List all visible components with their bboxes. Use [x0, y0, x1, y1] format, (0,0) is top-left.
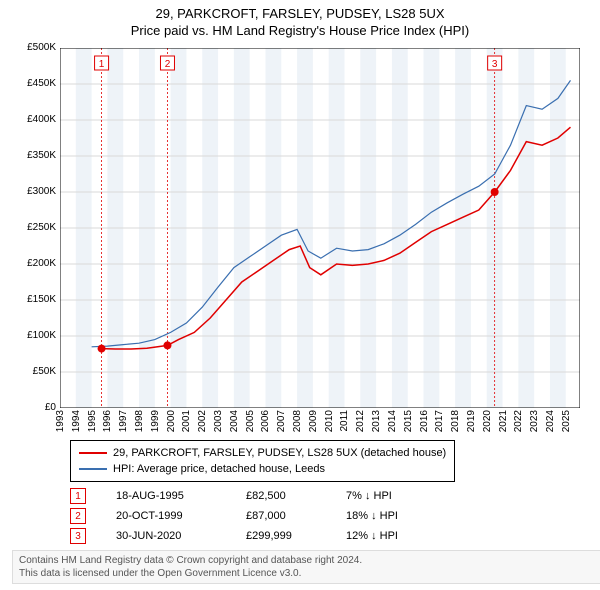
- x-tick-label: 2016: [419, 410, 430, 432]
- x-tick-label: 1995: [87, 410, 98, 432]
- y-tick-label: £450K: [12, 78, 56, 89]
- x-tick-label: 2023: [529, 410, 540, 432]
- legend-label: 29, PARKCROFT, FARSLEY, PUDSEY, LS28 5UX…: [113, 445, 446, 461]
- x-tick-label: 2003: [213, 410, 224, 432]
- x-tick-label: 1999: [150, 410, 161, 432]
- x-tick-label: 1993: [55, 410, 66, 432]
- x-tick-label: 2009: [308, 410, 319, 432]
- x-tick-label: 2013: [371, 410, 382, 432]
- x-tick-label: 1997: [118, 410, 129, 432]
- marker-hpi: 7% ↓ HPI: [346, 490, 466, 502]
- y-tick-label: £150K: [12, 294, 56, 305]
- x-tick-label: 2002: [197, 410, 208, 432]
- marker-row: 2 20-OCT-1999£87,00018% ↓ HPI: [70, 506, 466, 526]
- x-tick-label: 2025: [561, 410, 572, 432]
- footer-line2: This data is licensed under the Open Gov…: [19, 567, 595, 580]
- x-tick-label: 2017: [434, 410, 445, 432]
- marker-date: 18-AUG-1995: [116, 490, 246, 502]
- x-tick-label: 2012: [355, 410, 366, 432]
- title-subtitle: Price paid vs. HM Land Registry's House …: [0, 23, 600, 38]
- y-tick-label: £50K: [12, 366, 56, 377]
- chart-container: 29, PARKCROFT, FARSLEY, PUDSEY, LS28 5UX…: [0, 0, 600, 590]
- title-address: 29, PARKCROFT, FARSLEY, PUDSEY, LS28 5UX: [0, 6, 600, 21]
- marker-hpi: 18% ↓ HPI: [346, 510, 466, 522]
- svg-text:3: 3: [492, 59, 498, 70]
- legend-label: HPI: Average price, detached house, Leed…: [113, 461, 325, 477]
- sale-markers-table: 1 18-AUG-1995£82,5007% ↓ HPI 2 20-OCT-1999£…: [70, 486, 466, 546]
- footer-line1: Contains HM Land Registry data © Crown c…: [19, 554, 595, 567]
- x-tick-label: 2001: [181, 410, 192, 432]
- legend-swatch: [79, 468, 107, 470]
- x-tick-label: 2024: [545, 410, 556, 432]
- y-tick-label: £250K: [12, 222, 56, 233]
- legend-swatch: [79, 452, 107, 454]
- legend-item: 29, PARKCROFT, FARSLEY, PUDSEY, LS28 5UX…: [79, 445, 446, 461]
- title-block: 29, PARKCROFT, FARSLEY, PUDSEY, LS28 5UX…: [0, 0, 600, 38]
- x-tick-label: 2014: [387, 410, 398, 432]
- x-tick-label: 2000: [166, 410, 177, 432]
- legend-item: HPI: Average price, detached house, Leed…: [79, 461, 446, 477]
- svg-text:2: 2: [165, 59, 171, 70]
- x-tick-label: 2010: [324, 410, 335, 432]
- chart-svg: 1 2 3: [60, 48, 580, 408]
- x-tick-label: 2005: [245, 410, 256, 432]
- x-tick-label: 2019: [466, 410, 477, 432]
- marker-date: 30-JUN-2020: [116, 530, 246, 542]
- x-tick-label: 1998: [134, 410, 145, 432]
- marker-price: £299,999: [246, 530, 346, 542]
- legend: 29, PARKCROFT, FARSLEY, PUDSEY, LS28 5UX…: [70, 440, 455, 482]
- marker-number-badge: 1: [70, 488, 86, 504]
- marker-number-badge: 2: [70, 508, 86, 524]
- marker-number-badge: 3: [70, 528, 86, 544]
- x-tick-label: 2004: [229, 410, 240, 432]
- x-tick-label: 2007: [276, 410, 287, 432]
- x-tick-label: 2015: [403, 410, 414, 432]
- x-tick-label: 2020: [482, 410, 493, 432]
- x-tick-label: 2021: [498, 410, 509, 432]
- y-tick-label: £350K: [12, 150, 56, 161]
- x-tick-label: 2022: [513, 410, 524, 432]
- x-tick-label: 1996: [102, 410, 113, 432]
- y-tick-label: £0: [12, 402, 56, 413]
- x-tick-label: 2011: [339, 410, 350, 432]
- y-tick-label: £300K: [12, 186, 56, 197]
- marker-price: £87,000: [246, 510, 346, 522]
- y-tick-label: £400K: [12, 114, 56, 125]
- x-tick-label: 2008: [292, 410, 303, 432]
- x-tick-label: 1994: [71, 410, 82, 432]
- y-tick-label: £500K: [12, 42, 56, 53]
- y-tick-label: £100K: [12, 330, 56, 341]
- chart-area: 1 2 3: [60, 48, 580, 408]
- footer-attribution: Contains HM Land Registry data © Crown c…: [12, 550, 600, 584]
- x-tick-label: 2018: [450, 410, 461, 432]
- x-tick-label: 2006: [260, 410, 271, 432]
- marker-price: £82,500: [246, 490, 346, 502]
- marker-hpi: 12% ↓ HPI: [346, 530, 466, 542]
- marker-date: 20-OCT-1999: [116, 510, 246, 522]
- marker-row: 1 18-AUG-1995£82,5007% ↓ HPI: [70, 486, 466, 506]
- svg-text:1: 1: [99, 59, 105, 70]
- y-tick-label: £200K: [12, 258, 56, 269]
- marker-row: 3 30-JUN-2020£299,99912% ↓ HPI: [70, 526, 466, 546]
